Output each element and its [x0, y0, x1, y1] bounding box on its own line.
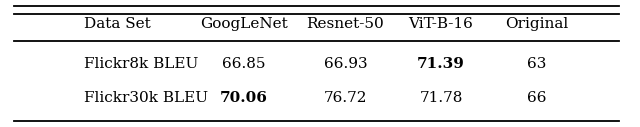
Text: 63: 63 [527, 57, 547, 70]
Text: Resnet-50: Resnet-50 [307, 17, 385, 31]
Text: 66.93: 66.93 [324, 57, 367, 70]
Text: 71.78: 71.78 [419, 91, 463, 105]
Text: GoogLeNet: GoogLeNet [200, 17, 287, 31]
Text: 66.85: 66.85 [222, 57, 266, 70]
Text: Flickr30k BLEU: Flickr30k BLEU [84, 91, 209, 105]
Text: Original: Original [505, 17, 568, 31]
Text: 71.39: 71.39 [417, 57, 465, 70]
Text: 70.06: 70.06 [220, 91, 268, 105]
Text: ViT-B-16: ViT-B-16 [408, 17, 474, 31]
Text: Flickr8k BLEU: Flickr8k BLEU [84, 57, 198, 70]
Text: 76.72: 76.72 [324, 91, 367, 105]
Text: Data Set: Data Set [84, 17, 151, 31]
Text: 66: 66 [527, 91, 547, 105]
